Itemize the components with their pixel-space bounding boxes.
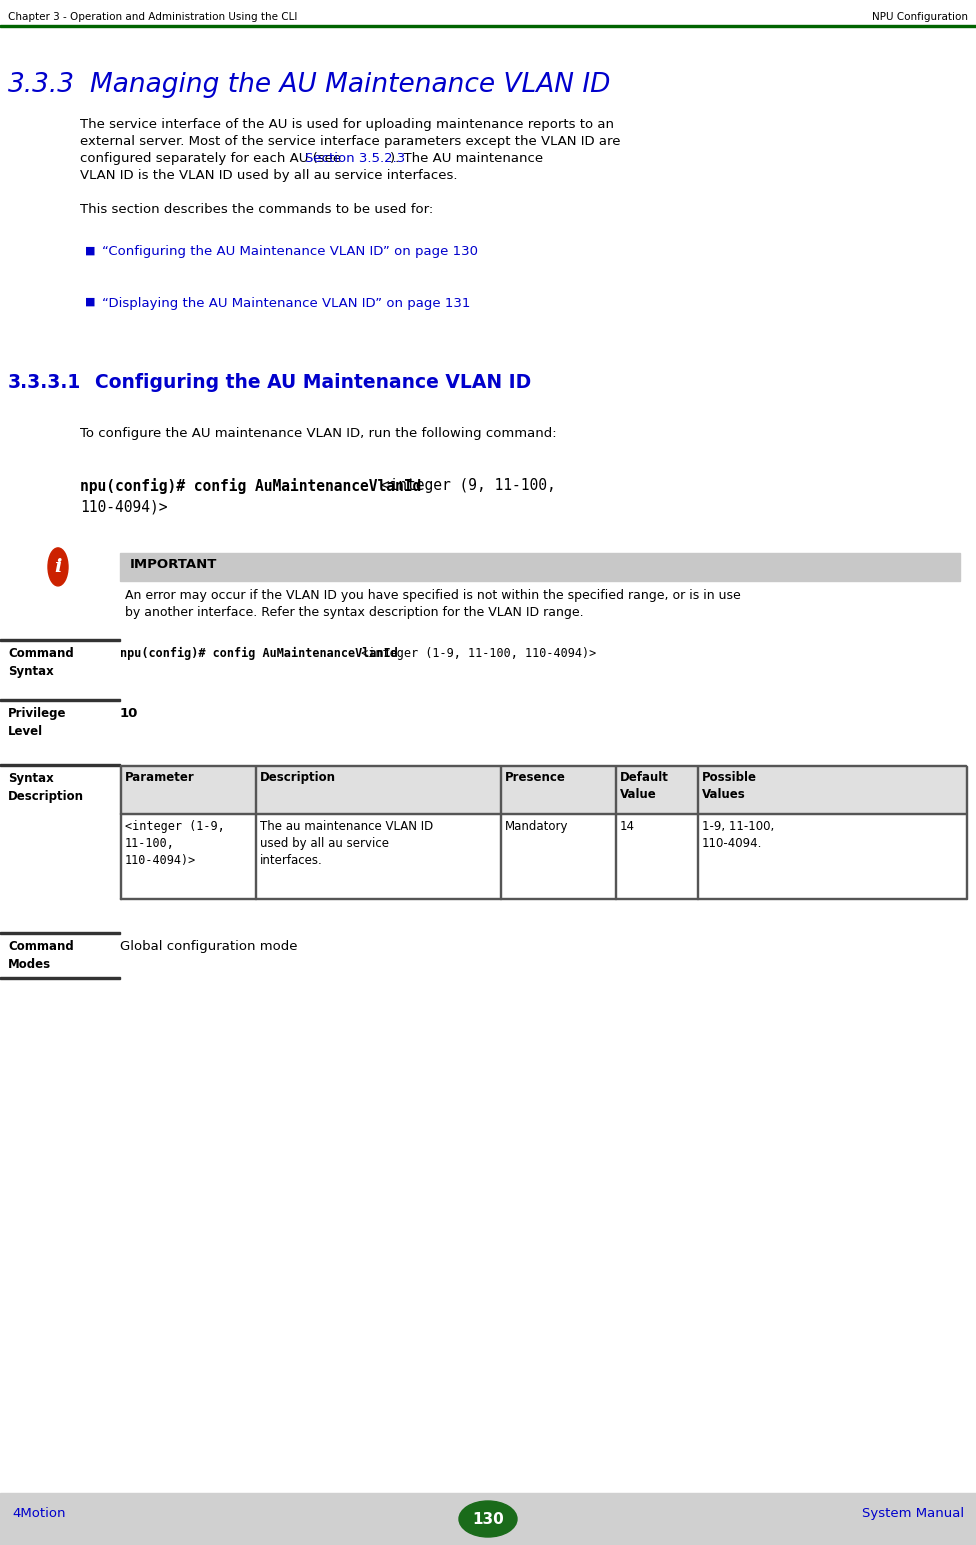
- Text: System Manual: System Manual: [862, 1506, 964, 1520]
- Text: 3.3.3: 3.3.3: [8, 73, 75, 97]
- Text: i: i: [55, 558, 61, 576]
- Text: “Displaying the AU Maintenance VLAN ID” on page 131: “Displaying the AU Maintenance VLAN ID” …: [102, 297, 470, 309]
- Text: 1-9, 11-100,
110-4094.: 1-9, 11-100, 110-4094.: [702, 820, 774, 850]
- Text: Command
Modes: Command Modes: [8, 939, 74, 970]
- Bar: [255, 766, 256, 899]
- Text: npu(config)# config AuMaintenanceVlanId: npu(config)# config AuMaintenanceVlanId: [120, 647, 398, 660]
- Text: To configure the AU maintenance VLAN ID, run the following command:: To configure the AU maintenance VLAN ID,…: [80, 428, 556, 440]
- Text: ■: ■: [85, 246, 96, 255]
- Text: <integer (1-9, 11-100, 110-4094)>: <integer (1-9, 11-100, 110-4094)>: [354, 647, 596, 660]
- Text: Global configuration mode: Global configuration mode: [120, 939, 298, 953]
- Text: 110-4094)>: 110-4094)>: [80, 499, 168, 514]
- Bar: [0, 1492, 976, 1545]
- Text: The au maintenance VLAN ID
used by all au service
interfaces.: The au maintenance VLAN ID used by all a…: [260, 820, 433, 867]
- Text: NPU Configuration: NPU Configuration: [872, 12, 968, 22]
- Text: ■: ■: [85, 297, 96, 306]
- Bar: [615, 766, 616, 899]
- Text: npu(config)# config AuMaintenanceVlanId: npu(config)# config AuMaintenanceVlanId: [80, 479, 422, 494]
- Text: <integer (1-9,
11-100,
110-4094)>: <integer (1-9, 11-100, 110-4094)>: [125, 820, 224, 867]
- Text: by another interface. Refer the syntax description for the VLAN ID range.: by another interface. Refer the syntax d…: [125, 606, 584, 620]
- Bar: [120, 766, 966, 814]
- Text: Command
Syntax: Command Syntax: [8, 647, 74, 678]
- Text: configured separately for each AU (see: configured separately for each AU (see: [80, 151, 346, 165]
- Bar: [697, 766, 698, 899]
- Text: VLAN ID is the VLAN ID used by all au service interfaces.: VLAN ID is the VLAN ID used by all au se…: [80, 168, 458, 182]
- Text: Privilege
Level: Privilege Level: [8, 708, 66, 739]
- Bar: [0, 25, 976, 26]
- Text: Description: Description: [260, 771, 336, 783]
- Text: 14: 14: [620, 820, 635, 833]
- Text: Mandatory: Mandatory: [505, 820, 568, 833]
- Text: 3.3.3.1: 3.3.3.1: [8, 372, 81, 392]
- Text: This section describes the commands to be used for:: This section describes the commands to b…: [80, 202, 433, 216]
- Text: Configuring the AU Maintenance VLAN ID: Configuring the AU Maintenance VLAN ID: [95, 372, 531, 392]
- Bar: [500, 766, 501, 899]
- Text: ). The AU maintenance: ). The AU maintenance: [390, 151, 543, 165]
- Text: Chapter 3 - Operation and Administration Using the CLI: Chapter 3 - Operation and Administration…: [8, 12, 298, 22]
- Text: Parameter: Parameter: [125, 771, 195, 783]
- Text: Presence: Presence: [505, 771, 566, 783]
- Ellipse shape: [459, 1502, 517, 1537]
- Text: Default
Value: Default Value: [620, 771, 669, 800]
- Text: An error may occur if the VLAN ID you have specified is not within the specified: An error may occur if the VLAN ID you ha…: [125, 589, 741, 603]
- Bar: [120, 553, 960, 581]
- Text: 10: 10: [120, 708, 139, 720]
- Bar: [966, 766, 967, 899]
- Ellipse shape: [48, 548, 68, 586]
- Text: The service interface of the AU is used for uploading maintenance reports to an: The service interface of the AU is used …: [80, 117, 614, 131]
- Text: Managing the AU Maintenance VLAN ID: Managing the AU Maintenance VLAN ID: [90, 73, 610, 97]
- Text: <integer (9, 11-100,: <integer (9, 11-100,: [373, 479, 556, 493]
- Text: “Configuring the AU Maintenance VLAN ID” on page 130: “Configuring the AU Maintenance VLAN ID”…: [102, 246, 478, 258]
- Text: Syntax
Description: Syntax Description: [8, 772, 84, 803]
- Text: 130: 130: [472, 1511, 504, 1526]
- Text: Section 3.5.2.3: Section 3.5.2.3: [305, 151, 405, 165]
- Text: external server. Most of the service interface parameters except the VLAN ID are: external server. Most of the service int…: [80, 134, 621, 148]
- Text: Possible
Values: Possible Values: [702, 771, 757, 800]
- Text: IMPORTANT: IMPORTANT: [130, 558, 218, 572]
- Bar: [120, 766, 121, 899]
- Text: 4Motion: 4Motion: [12, 1506, 65, 1520]
